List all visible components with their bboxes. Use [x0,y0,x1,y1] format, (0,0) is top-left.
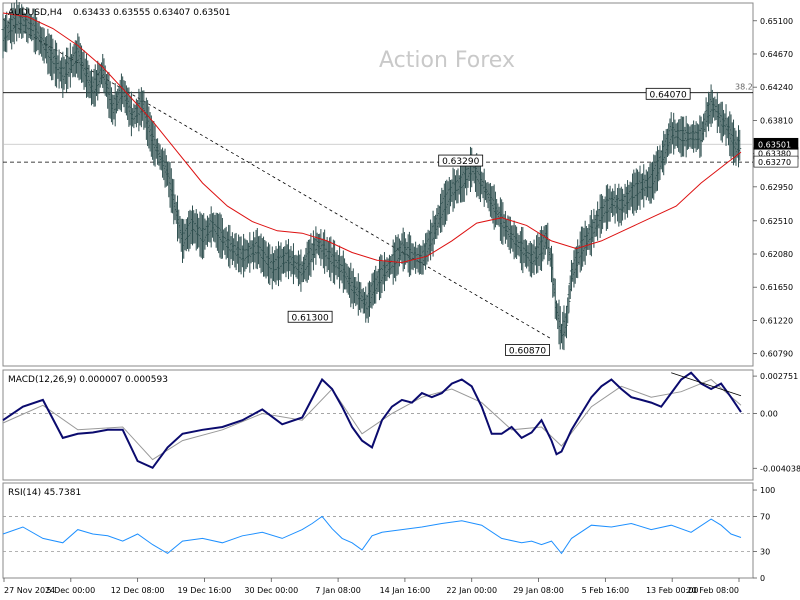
rsi-title: RSI(14) 45.7381 [8,488,81,498]
watermark: Action Forex [379,48,515,73]
price-annotation: 0.60870 [509,346,546,356]
xtick-label: 12 Dec 08:00 [111,586,165,595]
rsi-layer [2,515,753,555]
xtick-label: 27 Nov 2024 [4,586,55,595]
xtick-label: 7 Jan 08:00 [315,586,361,595]
xtick-label: 5 Feb 16:00 [582,586,629,595]
macd-ytick-label: 0.00 [760,409,778,418]
macd-panel [2,369,754,481]
price-ytick-label: 0.62950 [760,183,793,192]
xtick-label: 20 Feb 08:00 [687,586,739,595]
price-ytick-label: 0.64240 [760,83,793,92]
macd-signal-line [2,378,742,461]
price-ohlc: 0.63433 0.63555 0.63407 0.63501 [73,8,230,18]
price-layer: 38.2 0.64070 0.63290 0.61300 0.60870 [1,0,753,356]
price-ytick-label: 0.61220 [760,316,793,325]
rsi-ytick-label: 70 [760,512,770,521]
price-annotation: 0.63290 [442,157,479,167]
macd-title: MACD(12,26,9) 0.000007 0.000593 [8,375,168,385]
macd-trendline [671,372,742,397]
fib-label: 38.2 [735,83,753,92]
xtick-label: 29 Jan 08:00 [513,586,564,595]
rsi-ytick-label: 100 [760,486,775,495]
xtick-label: 30 Dec 00:00 [244,586,298,595]
price-ytick-label: 0.61650 [760,283,793,292]
price-title: AUDUSD,H4 [8,8,63,18]
price-ytick-label: 0.60790 [760,350,793,359]
price-annotation-box [438,154,484,167]
xtick-label: 19 Dec 16:00 [178,586,232,595]
rsi-panel [2,482,754,579]
xtick-label: 5 Dec 00:00 [46,586,95,595]
rsi-ytick-label: 0 [760,574,765,583]
price-ytick-label: 0.62510 [760,217,793,226]
price-annotation-box [505,344,550,356]
price-ytick-label: 0.62080 [760,250,793,259]
price-trendline [2,18,552,340]
current-price-tag-box [753,137,799,150]
ma-line [2,12,742,264]
price-annotation: 0.64070 [650,90,687,100]
price-ytick-label: 0.65100 [760,17,793,26]
price-ytick-label: 0.64670 [760,50,793,59]
price-annotation: 0.61300 [291,313,328,323]
xtick-label: 22 Jan 00:00 [446,586,497,595]
second-price-tag: 0.63380 [758,150,791,159]
current-price-tag: 0.63501 [758,140,791,149]
macd-layer [2,371,753,470]
macd-line [2,371,742,470]
macd-ytick-label: -0.004038 [760,464,800,473]
support-price-tag-box [753,155,799,168]
price-annotation-box [287,310,333,323]
price-ytick-label: 0.63810 [760,116,793,125]
axis-layer: 0.65100 0.64670 0.64240 0.63810 0.63380 0.629… [3,17,800,595]
macd-ytick-label: 0.002751 [760,372,798,381]
xtick-label: 14 Jan 16:00 [380,586,431,595]
rsi-line [2,515,742,555]
price-annotation-box [645,87,691,100]
support-price-tag: 0.63270 [758,158,791,167]
xtick-label: 13 Feb 00:00 [646,586,698,595]
rsi-ytick-label: 30 [760,548,770,557]
